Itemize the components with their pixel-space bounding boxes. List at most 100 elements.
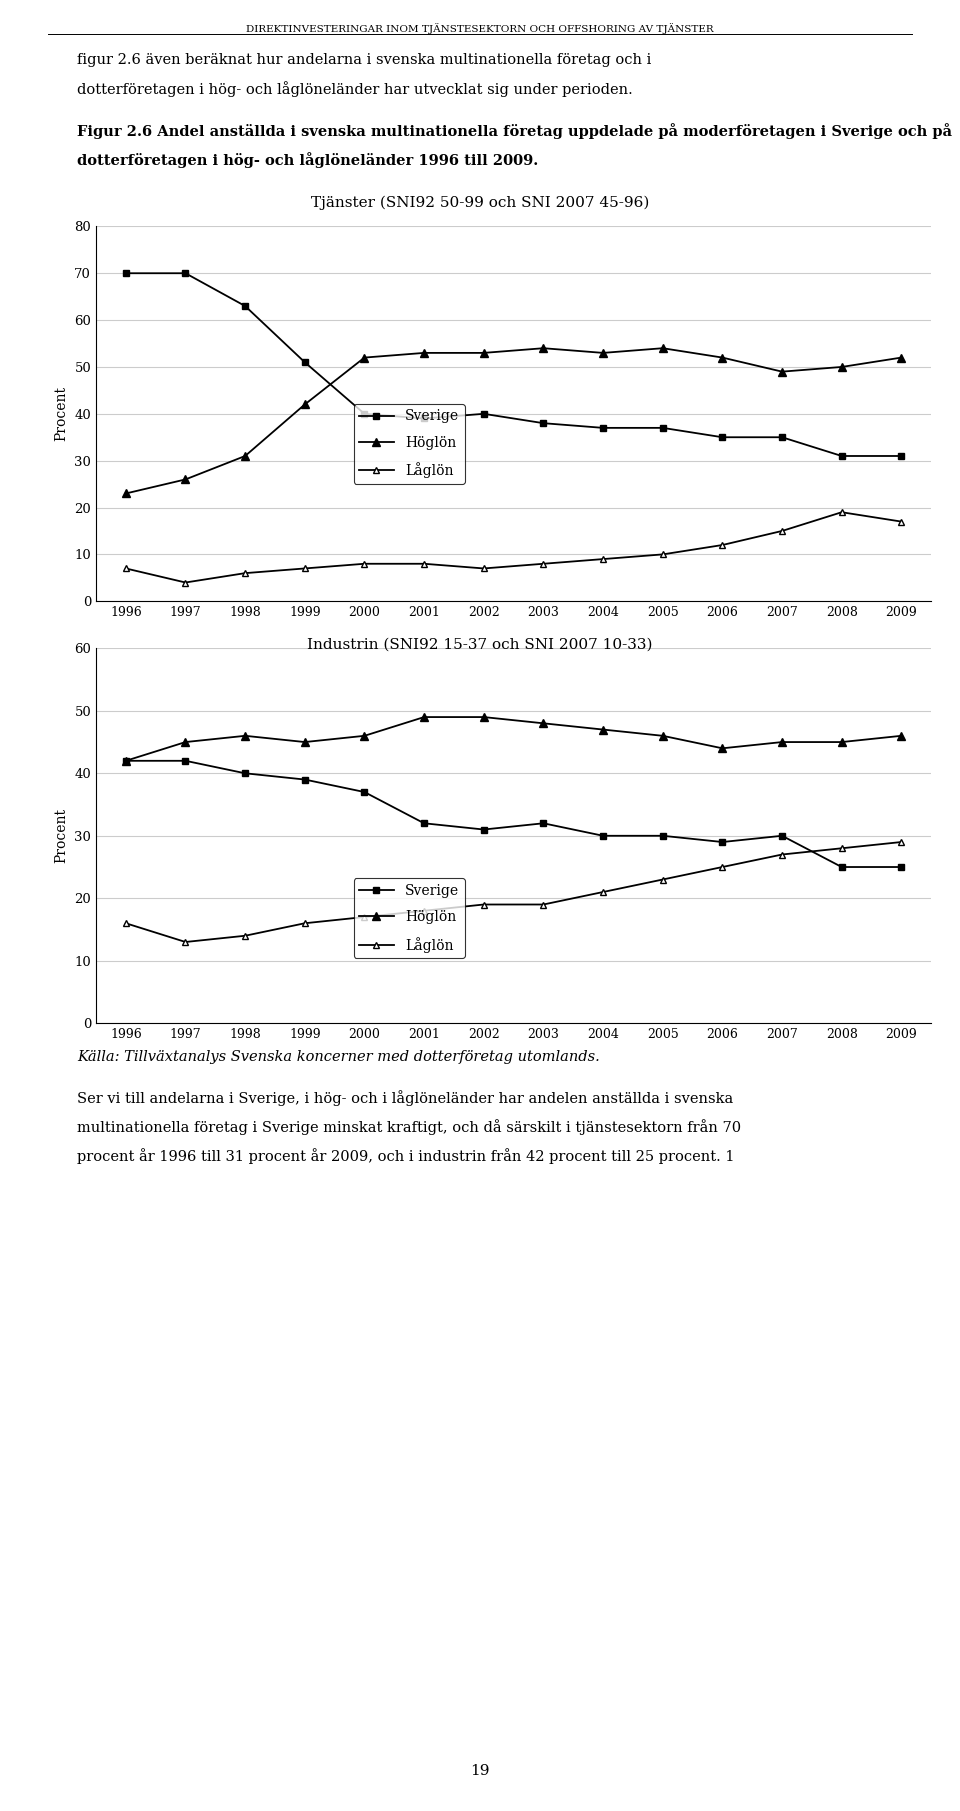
- Sverige: [597, 417, 609, 438]
- Låglön: [896, 511, 907, 532]
- Låglön: [120, 558, 132, 580]
- Sverige: [896, 446, 907, 467]
- Sverige: [538, 413, 549, 435]
- Låglön: [777, 520, 788, 541]
- Låglön: [836, 502, 848, 523]
- Sverige: [359, 402, 371, 424]
- Line: Låglön: Låglön: [122, 509, 905, 587]
- Höglön: [419, 706, 430, 728]
- Legend: Sverige, Höglön, Låglön: Sverige, Höglön, Låglön: [353, 878, 465, 958]
- Höglön: [120, 482, 132, 503]
- Sverige: [716, 831, 728, 853]
- Låglön: [597, 882, 609, 904]
- Sverige: [239, 295, 251, 317]
- Sverige: [657, 824, 668, 846]
- Låglön: [120, 913, 132, 934]
- Höglön: [657, 337, 668, 359]
- Text: Tjänster (SNI92 50-99 och SNI 2007 45-96): Tjänster (SNI92 50-99 och SNI 2007 45-96…: [311, 196, 649, 210]
- Text: 19: 19: [470, 1764, 490, 1778]
- Text: Källa: Tillväxtanalys Svenska koncerner med dotterföretag utomlands.: Källa: Tillväxtanalys Svenska koncerner …: [77, 1050, 600, 1065]
- Låglön: [657, 869, 668, 891]
- Höglön: [359, 346, 371, 368]
- Höglön: [120, 750, 132, 771]
- Sverige: [120, 750, 132, 771]
- Höglön: [239, 446, 251, 467]
- Höglön: [777, 360, 788, 382]
- Text: Industrin (SNI92 15-37 och SNI 2007 10-33): Industrin (SNI92 15-37 och SNI 2007 10-3…: [307, 637, 653, 652]
- Låglön: [896, 831, 907, 853]
- Låglön: [300, 558, 311, 580]
- Låglön: [239, 925, 251, 947]
- Text: dotterföretagen i hög- och låglöneländer har utvecklat sig under perioden.: dotterföretagen i hög- och låglöneländer…: [77, 81, 633, 98]
- Text: DIREKTINVESTERINGAR INOM TJÄNSTESEKTORN OCH OFFSHORING AV TJÄNSTER: DIREKTINVESTERINGAR INOM TJÄNSTESEKTORN …: [246, 22, 714, 34]
- Höglön: [896, 724, 907, 746]
- Låglön: [597, 549, 609, 570]
- Höglön: [716, 346, 728, 368]
- Låglön: [716, 857, 728, 878]
- Höglön: [300, 732, 311, 753]
- Sverige: [300, 768, 311, 790]
- Låglön: [180, 931, 191, 953]
- Sverige: [180, 750, 191, 771]
- Sverige: [478, 819, 490, 840]
- Höglön: [419, 342, 430, 364]
- Sverige: [419, 407, 430, 429]
- Sverige: [180, 263, 191, 284]
- Line: Låglön: Låglön: [122, 838, 905, 945]
- Line: Höglön: Höglön: [122, 344, 905, 498]
- Låglön: [359, 552, 371, 574]
- Sverige: [300, 351, 311, 373]
- Låglön: [419, 552, 430, 574]
- Höglön: [896, 346, 907, 368]
- Sverige: [777, 426, 788, 447]
- Höglön: [300, 393, 311, 415]
- Höglön: [777, 732, 788, 753]
- Sverige: [657, 417, 668, 438]
- Låglön: [538, 552, 549, 574]
- Sverige: [896, 857, 907, 878]
- Sverige: [597, 824, 609, 846]
- Höglön: [716, 737, 728, 759]
- Låglön: [716, 534, 728, 556]
- Höglön: [657, 724, 668, 746]
- Låglön: [239, 561, 251, 583]
- Höglön: [836, 732, 848, 753]
- Legend: Sverige, Höglön, Låglön: Sverige, Höglön, Låglön: [353, 404, 465, 484]
- Låglön: [359, 906, 371, 927]
- Låglön: [538, 893, 549, 915]
- Text: procent år 1996 till 31 procent år 2009, och i industrin från 42 procent till 25: procent år 1996 till 31 procent år 2009,…: [77, 1148, 734, 1164]
- Höglön: [180, 469, 191, 491]
- Sverige: [419, 813, 430, 835]
- Sverige: [836, 857, 848, 878]
- Y-axis label: Procent: Procent: [55, 808, 69, 864]
- Låglön: [300, 913, 311, 934]
- Höglön: [836, 357, 848, 378]
- Låglön: [657, 543, 668, 565]
- Sverige: [836, 446, 848, 467]
- Låglön: [777, 844, 788, 866]
- Text: multinationella företag i Sverige minskat kraftigt, och då särskilt i tjänstesek: multinationella företag i Sverige minska…: [77, 1119, 741, 1135]
- Höglön: [180, 732, 191, 753]
- Sverige: [478, 402, 490, 424]
- Låglön: [180, 572, 191, 594]
- Line: Sverige: Sverige: [122, 757, 905, 871]
- Sverige: [777, 824, 788, 846]
- Höglön: [597, 342, 609, 364]
- Låglön: [836, 837, 848, 858]
- Text: Ser vi till andelarna i Sverige, i hög- och i låglöneländer har andelen anställd: Ser vi till andelarna i Sverige, i hög- …: [77, 1090, 733, 1107]
- Sverige: [716, 426, 728, 447]
- Låglön: [419, 900, 430, 922]
- Text: Figur 2.6 Andel anställda i svenska multinationella företag uppdelade på moderfö: Figur 2.6 Andel anställda i svenska mult…: [77, 123, 951, 139]
- Sverige: [239, 762, 251, 784]
- Y-axis label: Procent: Procent: [55, 386, 69, 442]
- Höglön: [239, 724, 251, 746]
- Sverige: [120, 263, 132, 284]
- Line: Sverige: Sverige: [122, 270, 905, 460]
- Sverige: [538, 813, 549, 835]
- Låglön: [478, 558, 490, 580]
- Sverige: [359, 781, 371, 802]
- Line: Höglön: Höglön: [122, 714, 905, 764]
- Text: figur 2.6 även beräknat hur andelarna i svenska multinationella företag och i: figur 2.6 även beräknat hur andelarna i …: [77, 53, 651, 67]
- Höglön: [538, 337, 549, 359]
- Höglön: [597, 719, 609, 741]
